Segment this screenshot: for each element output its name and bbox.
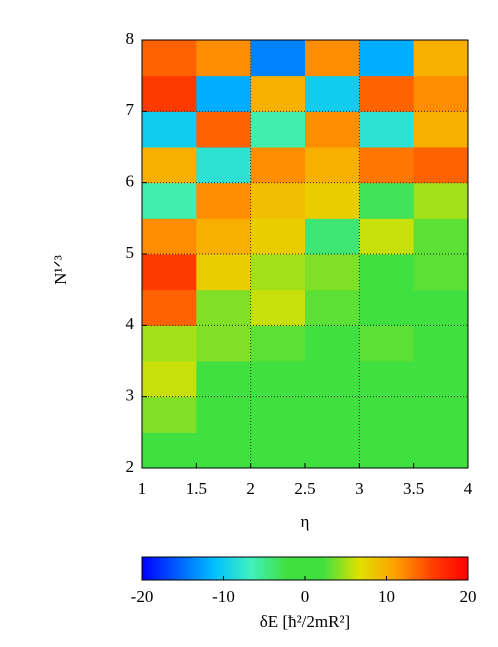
y-tick-label: 7 <box>126 100 135 119</box>
heat-cell <box>413 182 469 219</box>
heat-cell <box>196 396 252 433</box>
heat-cell <box>196 75 252 112</box>
heat-cell <box>305 325 360 362</box>
heat-cell <box>250 325 306 362</box>
heat-cell <box>305 40 360 77</box>
heat-cell <box>142 111 197 148</box>
heat-cell <box>142 432 197 469</box>
heat-cell <box>250 432 306 469</box>
x-tick-label: 2.5 <box>294 479 315 498</box>
heat-cell <box>305 361 360 398</box>
heat-cell <box>196 325 252 362</box>
heat-cell <box>142 396 197 433</box>
heat-cell <box>305 218 360 255</box>
y-tick-label: 4 <box>126 314 135 333</box>
heat-cell <box>196 218 252 255</box>
heat-cell <box>305 182 360 219</box>
heat-cell <box>359 75 415 112</box>
heat-cell <box>305 396 360 433</box>
heat-cell <box>305 75 360 112</box>
heat-cell <box>142 289 197 326</box>
heat-cell <box>250 75 306 112</box>
heat-cell <box>196 432 252 469</box>
heat-cell <box>142 182 197 219</box>
heat-cell <box>250 289 306 326</box>
heat-cell <box>359 361 415 398</box>
heat-cell <box>305 432 360 469</box>
heat-cell <box>413 147 469 184</box>
colorbar-tick-label: 10 <box>378 587 395 606</box>
heat-cell <box>196 182 252 219</box>
heat-cell <box>250 218 306 255</box>
heat-cell <box>413 325 469 362</box>
x-tick-label: 1 <box>138 479 147 498</box>
y-tick-label: 6 <box>126 172 135 191</box>
heat-cell <box>413 218 469 255</box>
heat-cell <box>142 75 197 112</box>
heat-cell <box>196 40 252 77</box>
heat-cell <box>250 361 306 398</box>
heat-cell <box>305 147 360 184</box>
heat-cell <box>359 218 415 255</box>
x-tick-label: 4 <box>464 479 473 498</box>
heat-cell <box>413 254 469 291</box>
heat-cell <box>250 396 306 433</box>
x-axis-label: η <box>301 512 310 531</box>
heat-cell <box>359 254 415 291</box>
heat-cell <box>413 40 469 77</box>
colorbar-label: δE [ħ²/2mR²] <box>260 612 350 631</box>
heat-cell <box>142 325 197 362</box>
heat-cell <box>359 432 415 469</box>
heat-cell <box>305 289 360 326</box>
heat-cell <box>142 40 197 77</box>
heat-cell <box>413 289 469 326</box>
heat-cell <box>196 254 252 291</box>
heat-cell <box>359 40 415 77</box>
x-tick-label: 2 <box>246 479 255 498</box>
y-tick-label: 2 <box>126 457 135 476</box>
colorbar-tick-label: 20 <box>460 587 477 606</box>
heat-cell <box>359 182 415 219</box>
heat-cell <box>305 111 360 148</box>
heat-cell <box>250 147 306 184</box>
heat-cell <box>359 396 415 433</box>
heat-cell <box>196 361 252 398</box>
heat-cell <box>250 182 306 219</box>
colorbar-tick-label: -10 <box>212 587 235 606</box>
heat-cell <box>359 289 415 326</box>
y-tick-label: 5 <box>126 243 135 262</box>
heat-cell <box>413 396 469 433</box>
y-axis-label: N¹ᐟ³ <box>51 255 70 285</box>
colorbar-tick-label: 0 <box>301 587 310 606</box>
heat-cell <box>359 111 415 148</box>
heat-cell <box>359 147 415 184</box>
heat-cell <box>413 111 469 148</box>
heat-cell <box>413 432 469 469</box>
heat-cell <box>413 75 469 112</box>
x-tick-label: 3 <box>355 479 364 498</box>
heat-cell <box>142 254 197 291</box>
x-tick-label: 1.5 <box>186 479 207 498</box>
heat-cell <box>142 218 197 255</box>
heat-cell <box>196 111 252 148</box>
heat-cell <box>250 40 306 77</box>
heat-cell <box>196 147 252 184</box>
heat-cell <box>250 254 306 291</box>
y-tick-label: 8 <box>126 29 135 48</box>
heat-cell <box>142 147 197 184</box>
heat-cell <box>413 361 469 398</box>
heat-cell <box>359 325 415 362</box>
y-tick-label: 3 <box>126 386 135 405</box>
heat-cell <box>196 289 252 326</box>
x-tick-label: 3.5 <box>403 479 424 498</box>
heat-cell <box>305 254 360 291</box>
colorbar-tick-label: -20 <box>131 587 154 606</box>
heat-cell <box>250 111 306 148</box>
heat-cell <box>142 361 197 398</box>
